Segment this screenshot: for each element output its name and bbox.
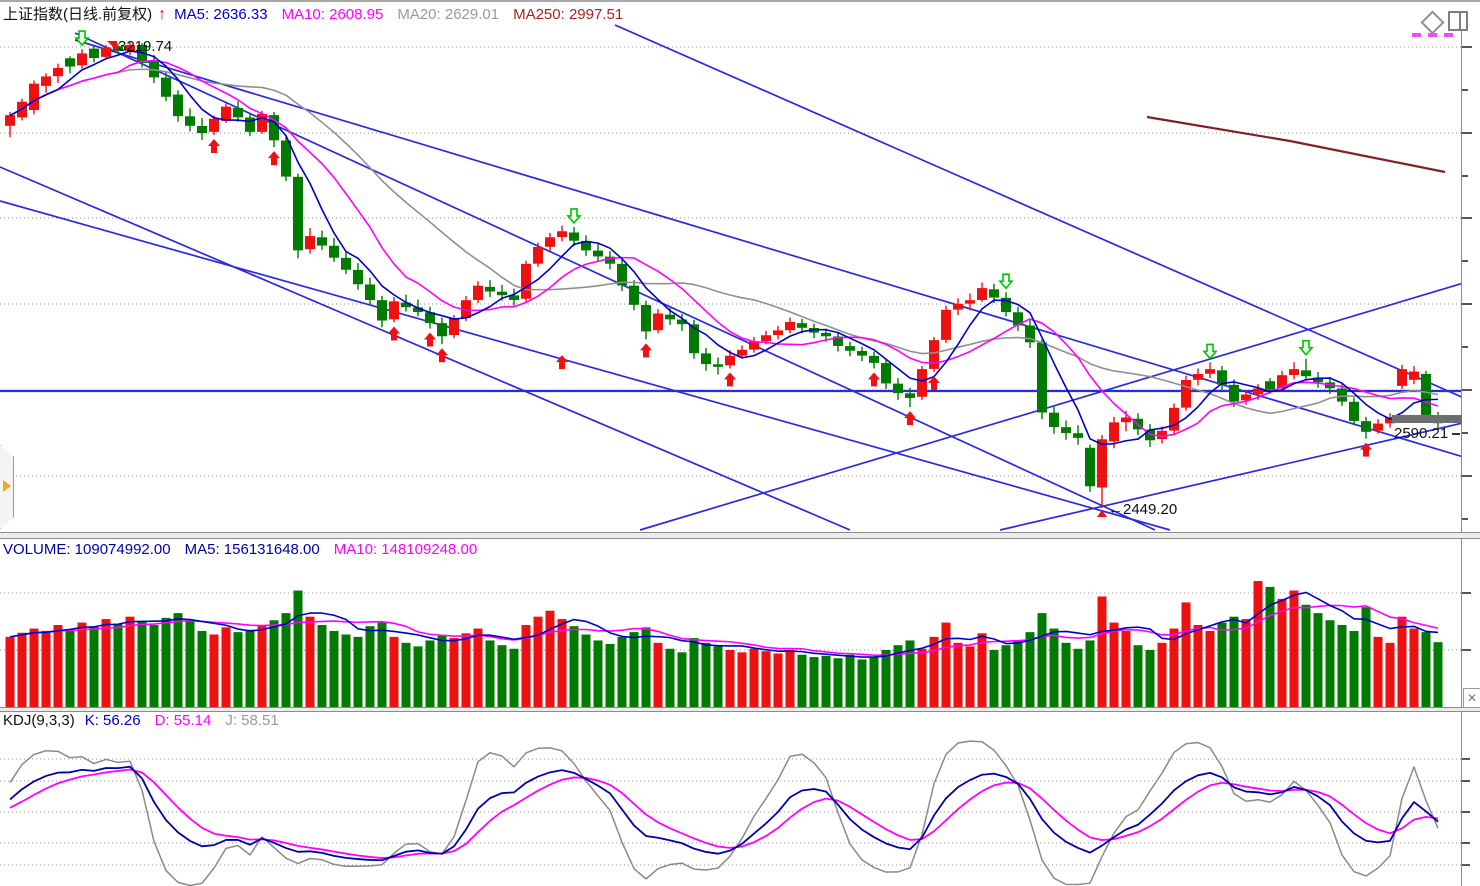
buy-signal-arrow [388, 326, 400, 341]
sell-signal-arrow [1202, 343, 1218, 360]
indicator-value: MA10: 148109248.00 [333, 541, 478, 558]
indicator-value: MA5: 156131648.00 [184, 541, 320, 558]
panel-separator[interactable] [0, 707, 1480, 712]
sidebar-expander-tab[interactable] [0, 445, 14, 529]
expand-arrow-icon [3, 480, 11, 492]
sell-signal-arrow [566, 208, 582, 225]
main-chart-header: 上证指数(日线.前复权) ↑ MA5: 2636.33 MA10: 2608.95 MA… [3, 3, 651, 24]
kdj-title: KDJ(9,3,3) [3, 712, 75, 729]
buy-signal-arrow [556, 355, 568, 370]
last-price-label: 2590.21 [1394, 425, 1449, 442]
indicator-value: MA5: 2636.33 [174, 6, 268, 23]
ma10-dash-fragment [1412, 33, 1421, 37]
indicator-value: K: 56.26 [84, 712, 141, 729]
buy-signal-arrow [640, 343, 652, 358]
sell-signal-arrow [1298, 339, 1314, 356]
kdj-header: KDJ(9,3,3) K: 56.26 D: 55.14 J: 58.51 [3, 712, 307, 729]
price-axis-divider [1461, 28, 1462, 886]
sell-signal-arrow [74, 30, 90, 47]
indicator-value: VOLUME: 109074992.00 [3, 541, 171, 558]
indicator-value: MA20: 2629.01 [397, 6, 500, 23]
buy-signal-arrow [724, 372, 736, 387]
buy-signal-arrow [436, 348, 448, 363]
window-top-border [0, 0, 1480, 2]
sell-signal-arrow [998, 273, 1014, 290]
buy-signal-arrow [904, 411, 916, 426]
buy-signal-arrow [208, 138, 220, 153]
kdj-indicator-values: K: 56.26 D: 55.14 J: 58.51 [85, 712, 293, 729]
last-price-marker-bar [1392, 415, 1462, 423]
ma-indicator-values: MA5: 2636.33 MA10: 2608.95 MA20: 2629.01 MA… [174, 6, 637, 23]
buy-signal-arrow [268, 151, 280, 166]
indicator-value: J: 58.51 [225, 712, 279, 729]
buy-signal-arrow [1360, 442, 1372, 457]
indicator-value: MA250: 2997.51 [513, 6, 624, 23]
buy-signal-arrow [868, 372, 880, 387]
panel-separator[interactable] [0, 532, 1480, 539]
indicator-value: D: 55.14 [154, 712, 212, 729]
buy-signal-arrow [424, 332, 436, 347]
volume-indicator-values: VOLUME: 109074992.00 MA5: 156131648.00 MA1… [3, 541, 491, 558]
restore-window-icon[interactable] [1448, 11, 1468, 31]
up-arrow-icon: ↑ [158, 6, 167, 23]
volume-header: VOLUME: 109074992.00 MA5: 156131648.00 MA1… [3, 541, 505, 558]
peak-price-label: 3219.74 [118, 38, 173, 55]
ma10-dash-fragment [1428, 33, 1437, 37]
close-indicator-button[interactable]: ✕ [1463, 688, 1480, 708]
low-price-label: ←2449.20 [1108, 501, 1178, 518]
buy-signal-arrow [928, 376, 940, 391]
instrument-title: 上证指数(日线.前复权) [3, 6, 153, 23]
indicator-value: MA10: 2608.95 [281, 6, 384, 23]
ma10-dash-fragment [1444, 33, 1453, 37]
